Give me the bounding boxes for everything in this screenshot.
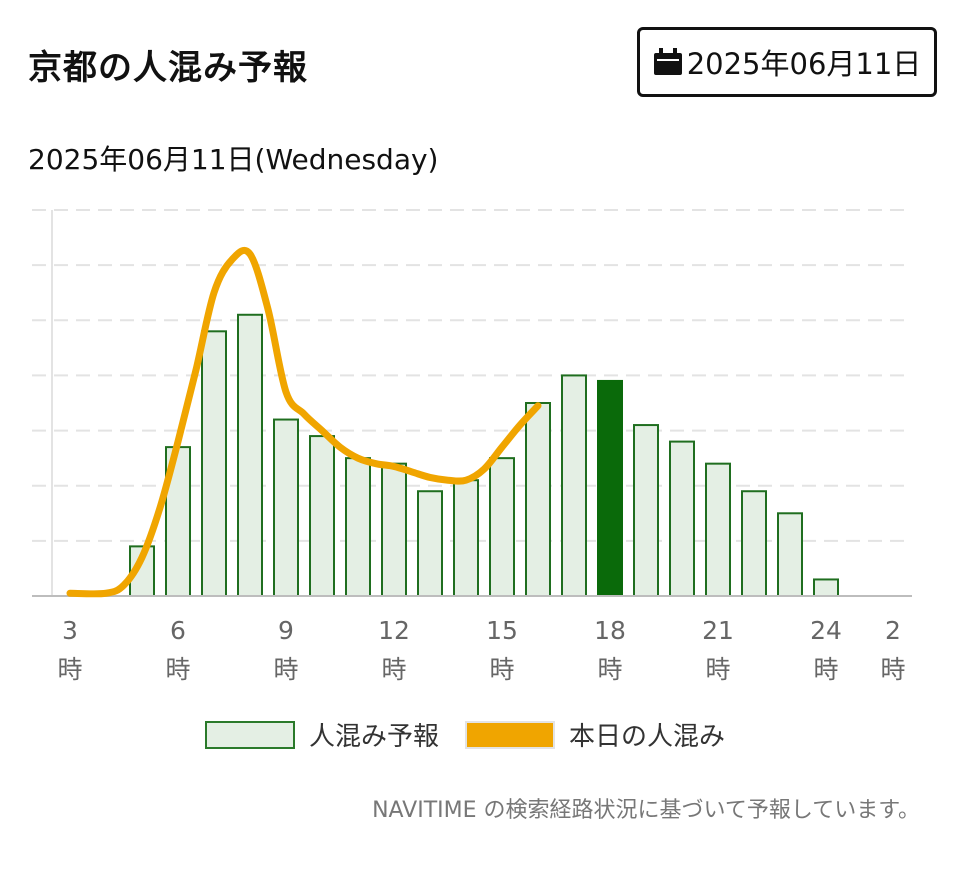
x-tick-unit-2: 時 bbox=[880, 655, 905, 684]
x-tick-label-15: 15 bbox=[486, 616, 518, 645]
bar-hour-11 bbox=[345, 457, 371, 597]
x-tick-label-2: 2 bbox=[885, 616, 901, 645]
x-tick-unit-12: 時 bbox=[381, 655, 406, 684]
page-title: 京都の人混み予報 bbox=[28, 48, 308, 88]
bar-hour-24 bbox=[813, 578, 839, 598]
legend-label-today: 本日の人混み bbox=[569, 722, 726, 752]
source-note: NAVITIME の検索経路状況に基づいて予報しています。 bbox=[372, 798, 920, 823]
bar-hour-7 bbox=[201, 330, 227, 597]
x-tick-unit-9: 時 bbox=[273, 655, 298, 684]
x-tick-label-3: 3 bbox=[62, 616, 78, 645]
legend-swatch-forecast bbox=[205, 720, 295, 749]
calendar-icon bbox=[653, 48, 683, 76]
x-tick-label-21: 21 bbox=[702, 616, 734, 645]
bar-hour-23 bbox=[777, 512, 803, 597]
x-tick-label-12: 12 bbox=[378, 616, 410, 645]
x-tick-label-9: 9 bbox=[278, 616, 294, 645]
bar-hour-17 bbox=[561, 374, 587, 597]
x-tick-label-24: 24 bbox=[810, 616, 842, 645]
bar-hour-8 bbox=[237, 313, 263, 598]
bar-hour-18-current bbox=[597, 379, 623, 597]
crowd-forecast-chart: 3 時 6 時 9 時 12 時 15 時 18 時 21 時 24 時 2 時 bbox=[32, 209, 912, 684]
x-tick-label-18: 18 bbox=[594, 616, 626, 645]
x-tick-unit-18: 時 bbox=[597, 655, 622, 684]
x-tick-unit-24: 時 bbox=[813, 655, 838, 684]
bar-hour-15 bbox=[489, 457, 515, 597]
chart-date-subtitle: 2025年06月11日(Wednesday) bbox=[28, 143, 439, 176]
bar-hour-9 bbox=[273, 418, 299, 597]
bar-hour-12 bbox=[381, 462, 407, 597]
date-picker-button[interactable]: 2025年06月11日 bbox=[637, 27, 937, 97]
legend-label-forecast: 人混み予報 bbox=[309, 722, 440, 752]
x-tick-label-6: 6 bbox=[170, 616, 186, 645]
legend-swatch-today bbox=[465, 720, 555, 749]
date-button-label: 2025年06月11日 bbox=[686, 47, 922, 81]
bar-hour-14 bbox=[453, 479, 479, 598]
bar-hour-20 bbox=[669, 440, 695, 597]
chart-legend: 人混み予報 本日の人混み bbox=[0, 716, 960, 756]
x-tick-unit-6: 時 bbox=[165, 655, 190, 684]
bar-hour-21 bbox=[705, 462, 731, 597]
bar-hour-16 bbox=[525, 402, 551, 597]
bar-hour-22 bbox=[741, 490, 767, 598]
legend-item-today[interactable]: 本日の人混み bbox=[465, 716, 725, 753]
today-crowd-line bbox=[66, 247, 542, 598]
bar-hour-10 bbox=[309, 435, 335, 597]
bar-hour-19 bbox=[633, 424, 659, 597]
x-tick-unit-21: 時 bbox=[705, 655, 730, 684]
x-tick-unit-15: 時 bbox=[489, 655, 514, 684]
legend-item-forecast[interactable]: 人混み予報 bbox=[205, 716, 439, 753]
bar-hour-13 bbox=[417, 490, 443, 598]
x-tick-unit-3: 時 bbox=[57, 655, 82, 684]
